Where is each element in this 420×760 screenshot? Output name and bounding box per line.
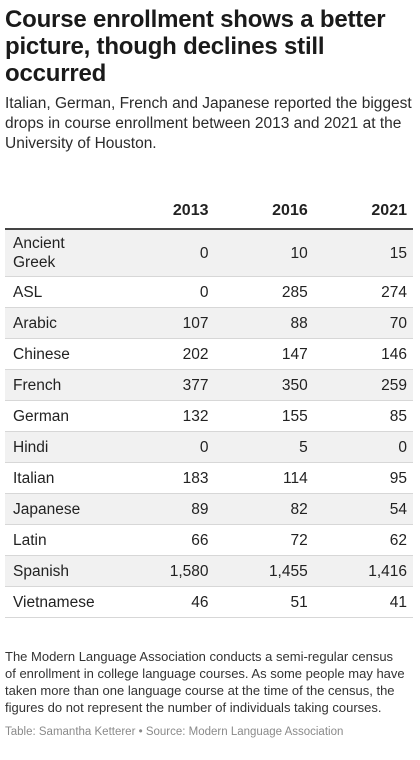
value-2013-cell: 377 (115, 369, 215, 401)
value-2013-cell: 202 (115, 338, 215, 370)
value-2013-cell: 0 (115, 276, 215, 308)
table-row: Chinese 202 147 146 (5, 338, 413, 370)
value-2021-cell: 1,416 (313, 555, 413, 587)
value-2013-cell: 46 (115, 586, 215, 618)
table-row: Hindi 0 5 0 (5, 431, 413, 463)
chart-container: Course enrollment shows a better picture… (5, 6, 415, 739)
value-2016-cell: 147 (214, 338, 314, 370)
footnote: The Modern Language Association conducts… (5, 649, 405, 715)
language-cell: ASL (5, 276, 116, 308)
language-cell: French (5, 369, 116, 401)
value-2021-cell: 95 (313, 462, 413, 494)
table-row: Italian 183 114 95 (5, 462, 413, 494)
value-2013-cell: 132 (115, 400, 215, 432)
language-cell: Ancient Greek (5, 229, 116, 277)
value-2016-cell: 51 (214, 586, 314, 618)
value-2013-cell: 107 (115, 307, 215, 339)
value-2016-cell: 82 (214, 493, 314, 525)
value-2016-cell: 285 (214, 276, 314, 308)
value-2016-cell: 88 (214, 307, 314, 339)
value-2021-cell: 0 (313, 431, 413, 463)
table-row: Latin 66 72 62 (5, 524, 413, 556)
value-2021-cell: 274 (313, 276, 413, 308)
value-2021-cell: 41 (313, 586, 413, 618)
value-2021-cell: 70 (313, 307, 413, 339)
language-cell: Chinese (5, 338, 116, 370)
chart-title: Course enrollment shows a better picture… (5, 6, 386, 87)
table-row: Ancient Greek 0 10 15 (5, 229, 413, 277)
table-row: Japanese 89 82 54 (5, 493, 413, 525)
language-cell: Vietnamese (5, 586, 116, 618)
value-2013-cell: 0 (115, 229, 215, 277)
value-2021-cell: 85 (313, 400, 413, 432)
column-header-language (5, 193, 116, 230)
value-2016-cell: 155 (214, 400, 314, 432)
table-row: Vietnamese 46 51 41 (5, 586, 413, 618)
value-2021-cell: 54 (313, 493, 413, 525)
value-2016-cell: 72 (214, 524, 314, 556)
column-header-2021: 2021 (313, 193, 413, 230)
table-body: Ancient Greek 0 10 15 ASL 0 285 274 Arabic 107 88 7… (5, 229, 413, 618)
value-2013-cell: 89 (115, 493, 215, 525)
value-2013-cell: 183 (115, 462, 215, 494)
table-row: Arabic 107 88 70 (5, 307, 413, 339)
language-cell: Japanese (5, 493, 116, 525)
source-credit: Table: Samantha Ketterer • Source: Moder… (5, 726, 344, 738)
table-row: German 132 155 85 (5, 400, 413, 432)
column-header-2013: 2013 (115, 193, 215, 230)
value-2021-cell: 146 (313, 338, 413, 370)
language-cell: Italian (5, 462, 116, 494)
table-row: Spanish 1,580 1,455 1,416 (5, 555, 413, 587)
language-cell: Spanish (5, 555, 116, 587)
language-cell: Hindi (5, 431, 116, 463)
table-row: ASL 0 285 274 (5, 276, 413, 308)
table-header: 2013 2016 2021 (5, 193, 413, 230)
language-cell: Latin (5, 524, 116, 556)
value-2013-cell: 66 (115, 524, 215, 556)
value-2013-cell: 0 (115, 431, 215, 463)
column-header-2016: 2016 (214, 193, 314, 230)
value-2016-cell: 114 (214, 462, 314, 494)
value-2016-cell: 5 (214, 431, 314, 463)
value-2021-cell: 62 (313, 524, 413, 556)
enrollment-table: 2013 2016 2021 Ancient Greek 0 10 15 ASL 0 285… (5, 193, 413, 618)
value-2021-cell: 259 (313, 369, 413, 401)
value-2013-cell: 1,580 (115, 555, 215, 587)
table-row: French 377 350 259 (5, 369, 413, 401)
value-2016-cell: 1,455 (214, 555, 314, 587)
language-cell: Arabic (5, 307, 116, 339)
value-2021-cell: 15 (313, 229, 413, 277)
table-header-row: 2013 2016 2021 (5, 193, 413, 230)
chart-subtitle: Italian, German, French and Japanese rep… (5, 95, 412, 152)
language-cell: German (5, 400, 116, 432)
value-2016-cell: 350 (214, 369, 314, 401)
value-2016-cell: 10 (214, 229, 314, 277)
